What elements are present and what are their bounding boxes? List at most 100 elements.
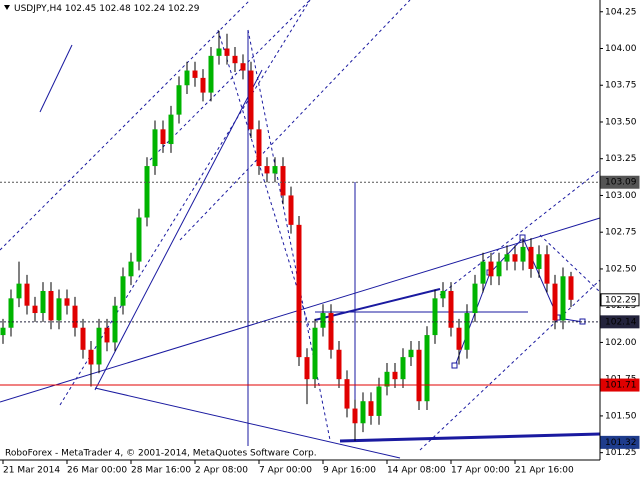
- candle-body: [384, 371, 390, 387]
- candle-body: [96, 327, 102, 365]
- candle-body: [520, 246, 526, 262]
- candle-body: [464, 313, 470, 350]
- candle-body: [504, 254, 510, 262]
- candle-body: [200, 77, 206, 93]
- candle-body: [72, 305, 78, 328]
- candle-body: [232, 55, 238, 64]
- candle-body: [416, 349, 422, 402]
- level-label: 102.29: [605, 295, 637, 305]
- candle-body: [120, 276, 126, 306]
- candle-body: [144, 166, 150, 218]
- candle-body: [288, 195, 294, 225]
- level-box: [600, 293, 640, 307]
- y-tick-label: 103.25: [605, 154, 637, 164]
- level-box: [600, 175, 640, 189]
- candle-body: [168, 114, 174, 145]
- x-tick-label: 7 Apr 00:00: [259, 466, 312, 476]
- candle-body: [544, 254, 550, 284]
- candle-body: [568, 276, 574, 300]
- candle-body: [184, 70, 190, 86]
- candle-body: [248, 70, 254, 130]
- y-tick-label: 103.75: [605, 81, 637, 91]
- x-tick-label: 28 Mar 16:00: [131, 466, 191, 476]
- candle-body: [344, 379, 350, 409]
- candle-body: [448, 290, 454, 328]
- candle-body: [488, 261, 494, 277]
- candle-body: [128, 261, 134, 277]
- y-tick-label: 103.50: [605, 117, 637, 127]
- candle-body: [352, 408, 358, 424]
- ohlc-high: 102.48: [99, 4, 131, 14]
- y-tick-label: 102.50: [605, 264, 637, 274]
- candle-body: [224, 48, 230, 56]
- y-tick-label: 104.00: [605, 44, 637, 54]
- candle-body: [296, 224, 302, 358]
- candle-body: [552, 283, 558, 321]
- candle-body: [40, 290, 46, 314]
- y-tick-label: 102.00: [605, 338, 637, 348]
- y-tick-label: 104.25: [605, 7, 637, 17]
- x-tick-label: 21 Mar 2014: [3, 466, 60, 476]
- candle-body: [320, 313, 326, 328]
- y-tick-label: 102.75: [605, 228, 637, 238]
- x-tick-label: 26 Mar 00:00: [67, 466, 127, 476]
- candle-body: [24, 283, 30, 306]
- symbol-icon: [4, 5, 10, 10]
- trend-line: [339, 432, 601, 443]
- candle-body: [32, 305, 38, 314]
- ohlc-low: 102.24: [134, 4, 166, 14]
- candle-body: [104, 327, 110, 343]
- candle-body: [264, 166, 270, 174]
- candle-body: [136, 217, 142, 262]
- x-tick-label: 21 Apr 16:00: [515, 466, 574, 476]
- candle-body: [512, 254, 518, 262]
- candle-body: [16, 283, 22, 299]
- trend-line: [314, 288, 441, 321]
- candle-body: [432, 298, 438, 336]
- trend-line: [39, 44, 73, 113]
- candle-body: [528, 246, 534, 269]
- candle-body: [88, 349, 94, 365]
- level-label: 102.14: [605, 317, 637, 327]
- x-tick-label: 2 Apr 08:00: [195, 466, 248, 476]
- candle-body: [280, 166, 286, 196]
- level-box: [600, 435, 640, 449]
- level-label: 103.09: [605, 178, 637, 188]
- candle-body: [560, 276, 566, 321]
- chart-title: USDJPY,H4 102.45 102.48 102.24 102.29: [14, 4, 200, 14]
- candle-body: [256, 129, 262, 167]
- candle-body: [336, 349, 342, 380]
- candle-body: [240, 63, 246, 71]
- candle-body: [8, 298, 14, 328]
- watermark: RoboForex - MetaTrader 4, © 2001-2014, M…: [5, 449, 317, 459]
- candle-body: [56, 298, 62, 321]
- candle-body: [376, 386, 382, 416]
- candle-body: [392, 371, 398, 380]
- candle-body: [272, 166, 278, 174]
- y-tick-label: 103.00: [605, 191, 637, 201]
- candle-body: [48, 290, 54, 321]
- candle-body: [216, 48, 222, 56]
- y-tick-label: 101.25: [605, 448, 637, 458]
- candle-body: [160, 129, 166, 145]
- candle-body: [208, 55, 214, 93]
- candle-body: [64, 298, 70, 306]
- candle-body: [480, 261, 486, 284]
- level-label: 101.71: [605, 381, 637, 391]
- level-box: [600, 315, 640, 329]
- candle-body: [112, 305, 118, 343]
- candle-body: [304, 357, 310, 380]
- candle-body: [496, 261, 502, 277]
- level-label: 101.32: [605, 438, 637, 448]
- candle-body: [312, 327, 318, 380]
- candle-body: [400, 357, 406, 380]
- candle-body: [152, 129, 158, 167]
- candle-body: [368, 401, 374, 416]
- y-tick-label: 101.50: [605, 411, 637, 421]
- x-tick-label: 17 Apr 00:00: [451, 466, 510, 476]
- x-tick-label: 14 Apr 08:00: [387, 466, 446, 476]
- ohlc-open: 102.45: [65, 4, 97, 14]
- symbol: USDJPY,H4: [14, 4, 62, 14]
